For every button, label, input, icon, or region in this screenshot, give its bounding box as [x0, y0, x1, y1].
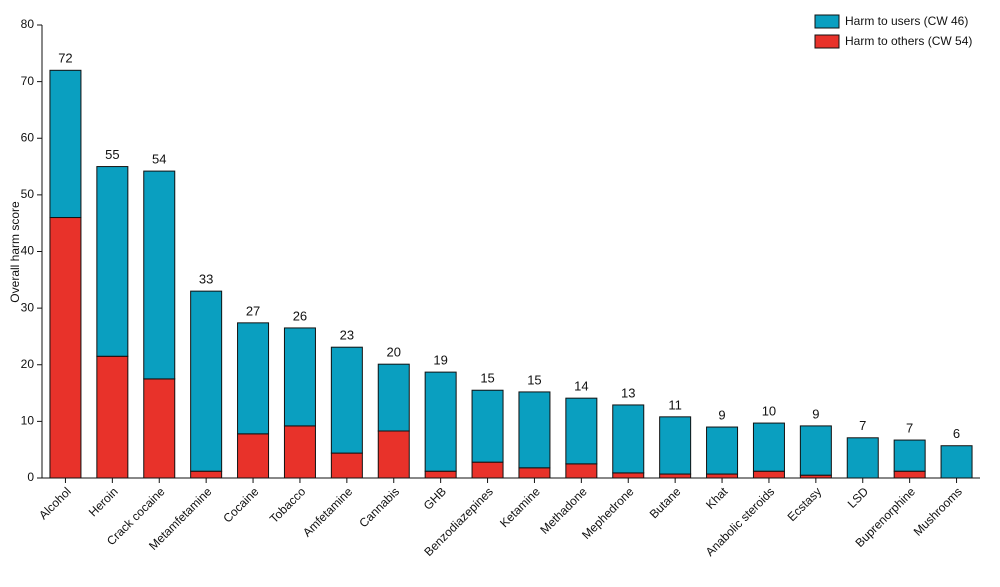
x-tick-label: Cocaine — [220, 484, 261, 525]
y-tick-label: 60 — [21, 130, 35, 144]
y-tick-label: 40 — [21, 244, 35, 258]
bar-segment — [659, 473, 692, 479]
y-tick-label: 20 — [21, 357, 35, 371]
legend-label: Harm to others (CW 54) — [845, 34, 972, 48]
bar-segment — [330, 346, 363, 454]
y-tick-label: 70 — [21, 74, 35, 88]
bar-segment — [752, 470, 785, 479]
bar-segment — [330, 452, 363, 479]
bar-segment — [612, 472, 645, 479]
bar-segment — [659, 416, 692, 475]
x-tick-label: Ketamine — [497, 484, 543, 530]
bar-segment — [143, 378, 176, 479]
total-label: 23 — [340, 328, 354, 343]
bar-segment — [940, 445, 973, 479]
x-tick-label: Heroin — [86, 484, 121, 519]
total-label: 10 — [762, 404, 776, 419]
bar-segment — [49, 217, 82, 479]
total-label: 55 — [105, 147, 119, 162]
bar-segment — [190, 290, 223, 472]
total-label: 7 — [859, 418, 866, 433]
bar-segment — [283, 327, 316, 427]
bar-segment — [565, 397, 598, 465]
total-label: 9 — [718, 407, 725, 422]
bar-segment — [49, 69, 82, 219]
bar-segment — [96, 355, 129, 479]
bar-segment — [471, 389, 504, 463]
bar-segment — [706, 426, 739, 475]
total-label: 26 — [293, 308, 307, 323]
bar-segment — [424, 470, 457, 479]
bar-segment — [518, 391, 551, 469]
x-tick-label: LSD — [845, 484, 872, 511]
total-label: 15 — [480, 371, 494, 386]
y-tick-label: 0 — [27, 470, 34, 484]
x-tick-label: Amfetamine — [300, 484, 355, 539]
bar-segment — [471, 461, 504, 479]
legend-label: Harm to users (CW 46) — [845, 14, 968, 28]
bar-segment — [799, 425, 832, 476]
bar-segment — [377, 430, 410, 479]
total-label: 27 — [246, 303, 260, 318]
x-tick-label: Alcohol — [36, 484, 74, 522]
bar-segment — [565, 463, 598, 479]
x-tick-label: GHB — [421, 484, 449, 512]
x-tick-label: Tobacco — [267, 484, 309, 526]
bar-segment — [518, 467, 551, 479]
bar-segment — [612, 404, 645, 474]
bar-segment — [237, 322, 270, 435]
y-tick-label: 30 — [21, 300, 35, 314]
total-label: 54 — [152, 152, 166, 167]
y-axis-label: Overall harm score — [8, 201, 22, 303]
x-tick-label: Cannabis — [356, 484, 402, 530]
bar-segment — [377, 363, 410, 432]
total-label: 11 — [668, 397, 682, 412]
total-label: 14 — [574, 379, 588, 394]
y-tick-label: 10 — [21, 414, 35, 428]
total-label: 6 — [953, 426, 960, 441]
bar-segment — [190, 470, 223, 479]
x-tick-label: Mushrooms — [911, 484, 965, 538]
total-label: 72 — [58, 51, 72, 66]
y-tick-label: 50 — [21, 187, 35, 201]
legend-swatch — [814, 14, 840, 29]
x-tick-label: Ecstasy — [785, 484, 825, 524]
bar-segment — [893, 470, 926, 479]
total-label: 15 — [527, 372, 541, 387]
total-label: 33 — [199, 272, 213, 287]
legend-swatch — [814, 34, 840, 49]
total-label: 9 — [812, 406, 819, 421]
bar-segment — [424, 371, 457, 472]
bar-segment — [237, 433, 270, 479]
x-tick-label: Khat — [703, 484, 731, 512]
x-tick-label: Butane — [647, 484, 684, 521]
bar-segment — [752, 422, 785, 472]
y-tick-label: 80 — [21, 17, 35, 31]
bar-segment — [846, 437, 879, 479]
total-label: 19 — [433, 353, 447, 368]
total-label: 20 — [387, 345, 401, 360]
bar-segment — [706, 473, 739, 479]
bar-segment — [143, 170, 176, 380]
total-label: 13 — [621, 385, 635, 400]
bar-segment — [893, 439, 926, 472]
bar-segment — [283, 425, 316, 479]
total-label: 7 — [906, 420, 913, 435]
bar-segment — [96, 166, 129, 357]
